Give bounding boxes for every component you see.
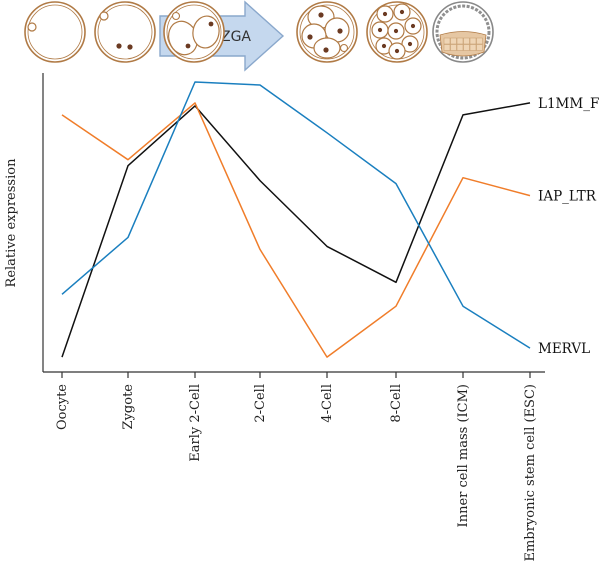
series-labels: L1MM_F IAP_LTR MERVL	[538, 96, 599, 357]
series-line-iap-ltr	[61, 102, 531, 358]
nucleus	[399, 9, 405, 15]
chart-axes	[42, 73, 545, 373]
polar-body	[27, 22, 37, 32]
nucleus	[382, 11, 388, 17]
nucleus	[323, 47, 329, 53]
polar-body	[171, 11, 181, 21]
x-tick-label: Inner cell mass (ICM)	[456, 384, 471, 527]
nucleus	[410, 23, 416, 29]
x-axis-ticks: Oocyte Zygote Early 2-Cell 2-Cell 4-Cell 8-Ce…	[55, 372, 538, 561]
nucleus	[394, 48, 400, 54]
icm-cell	[450, 44, 457, 51]
nucleus	[393, 28, 399, 34]
nucleus	[185, 43, 191, 49]
nucleus	[307, 34, 313, 40]
cell-membrane	[97, 4, 153, 60]
trophectoderm	[435, 4, 491, 60]
icm-cell	[476, 37, 483, 45]
cell-membrane	[299, 4, 355, 60]
y-axis-title: Relative expression	[4, 158, 19, 288]
icm-cell	[450, 37, 457, 45]
series-line-l1mm-f	[61, 102, 531, 358]
nucleus	[377, 27, 383, 33]
x-tick-label: 4-Cell	[320, 384, 335, 423]
icm-cell	[443, 44, 451, 51]
icm-cell	[469, 44, 477, 51]
nucleus	[208, 21, 214, 27]
nucleus	[381, 43, 387, 49]
zona-pellucida	[94, 1, 156, 63]
nucleus	[116, 43, 122, 49]
nucleus	[127, 44, 133, 50]
series-label-iap-ltr: IAP_LTR	[538, 189, 597, 205]
zga-label: ZGA	[221, 29, 251, 45]
icm-cell	[456, 44, 464, 51]
x-tick-label: Early 2-Cell	[188, 384, 203, 462]
x-tick-label: 2-Cell	[253, 384, 268, 423]
icm-cell	[456, 37, 464, 45]
nucleus	[407, 41, 413, 47]
icm-cell	[443, 37, 451, 45]
series-line-mervl	[61, 81, 531, 349]
nucleus	[318, 12, 324, 18]
cell-membrane	[166, 4, 222, 60]
zona-pellucida	[24, 1, 86, 63]
x-tick-label: Embryonic stem cell (ESC)	[523, 384, 538, 561]
x-tick-label: Zygote	[121, 384, 136, 430]
polar-body	[99, 11, 109, 21]
icm-cell	[463, 37, 470, 45]
icm-cell	[463, 44, 470, 51]
series-label-l1mm-f: L1MM_F	[538, 96, 599, 112]
developmental-stage-header: ZGA	[24, 0, 494, 72]
x-tick-label: 8-Cell	[389, 384, 404, 423]
icm-cell	[476, 44, 483, 51]
icm-cell	[469, 37, 477, 45]
series-lines	[61, 81, 531, 358]
nucleus	[337, 28, 343, 34]
series-label-mervl: MERVL	[538, 341, 590, 357]
x-tick-label: Oocyte	[55, 384, 70, 430]
cell-membrane	[27, 4, 83, 60]
polar-body	[339, 43, 349, 53]
